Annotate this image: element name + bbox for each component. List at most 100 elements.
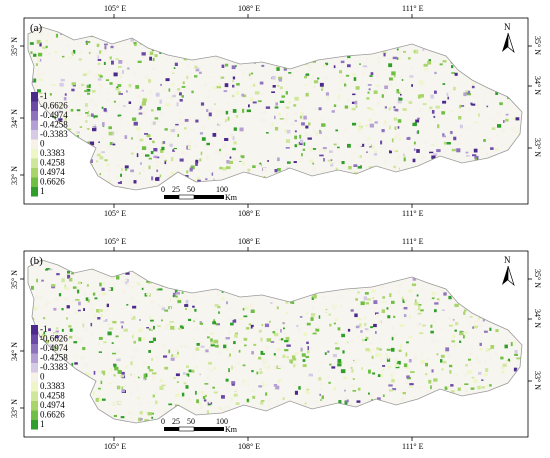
raster-pixel xyxy=(138,172,141,175)
raster-pixel xyxy=(94,126,97,129)
raster-pixel xyxy=(186,75,189,80)
raster-pixel xyxy=(241,28,246,32)
raster-pixel xyxy=(169,321,174,323)
raster-pixel xyxy=(443,38,447,42)
raster-pixel xyxy=(468,107,471,112)
raster-pixel xyxy=(302,417,306,421)
raster-pixel xyxy=(208,361,213,365)
raster-pixel xyxy=(71,272,74,275)
raster-pixel xyxy=(162,40,167,44)
raster-pixel xyxy=(191,369,195,373)
raster-pixel xyxy=(281,174,285,177)
raster-pixel xyxy=(431,155,436,159)
raster-pixel xyxy=(325,62,329,66)
raster-pixel xyxy=(99,75,103,78)
raster-pixel xyxy=(385,110,388,113)
raster-pixel xyxy=(175,123,179,126)
raster-pixel xyxy=(524,411,526,414)
raster-pixel xyxy=(338,172,342,176)
raster-pixel xyxy=(400,263,403,265)
raster-pixel xyxy=(330,159,333,161)
raster-pixel xyxy=(147,366,150,369)
raster-pixel xyxy=(159,174,162,178)
raster-pixel xyxy=(274,65,278,70)
raster-pixel xyxy=(98,387,101,390)
raster-pixel xyxy=(496,112,501,116)
raster-pixel xyxy=(244,266,246,269)
raster-pixel xyxy=(206,410,209,415)
raster-pixel xyxy=(290,261,293,265)
raster-pixel xyxy=(510,178,514,181)
raster-pixel xyxy=(157,120,162,123)
raster-pixel xyxy=(160,61,163,64)
raster-pixel xyxy=(364,328,369,331)
raster-pixel xyxy=(435,412,438,415)
raster-pixel xyxy=(405,98,409,102)
raster-pixel xyxy=(489,410,494,414)
raster-pixel xyxy=(205,349,209,353)
raster-pixel xyxy=(355,298,358,301)
raster-pixel xyxy=(141,287,144,290)
raster-pixel xyxy=(266,383,269,386)
raster-pixel xyxy=(90,50,93,53)
raster-pixel xyxy=(440,284,445,287)
raster-pixel xyxy=(506,79,509,83)
raster-pixel xyxy=(469,148,474,151)
raster-pixel xyxy=(176,297,181,301)
raster-pixel xyxy=(520,137,522,141)
raster-pixel xyxy=(79,86,83,90)
raster-pixel xyxy=(235,311,238,315)
raster-pixel xyxy=(67,128,72,131)
raster-pixel xyxy=(73,393,79,396)
raster-pixel xyxy=(259,81,264,85)
raster-pixel xyxy=(441,409,446,412)
raster-pixel xyxy=(385,352,388,357)
scale-unit: Km xyxy=(225,425,238,434)
raster-pixel xyxy=(469,274,473,278)
raster-pixel xyxy=(288,72,292,74)
raster-pixel xyxy=(240,417,243,420)
raster-pixel xyxy=(89,99,94,102)
raster-pixel xyxy=(87,114,91,117)
raster-pixel xyxy=(420,407,423,412)
raster-pixel xyxy=(478,371,482,375)
raster-pixel xyxy=(292,358,297,361)
raster-pixel xyxy=(469,362,473,367)
raster-pixel xyxy=(81,168,85,172)
raster-pixel xyxy=(519,278,522,282)
raster-pixel xyxy=(229,411,233,413)
raster-pixel xyxy=(273,365,276,370)
raster-pixel xyxy=(300,53,302,55)
raster-pixel xyxy=(496,283,501,287)
raster-pixel xyxy=(286,87,288,90)
raster-pixel xyxy=(435,105,440,109)
raster-pixel xyxy=(382,365,386,367)
raster-pixel xyxy=(310,35,315,39)
raster-pixel xyxy=(74,321,78,325)
raster-pixel xyxy=(294,144,298,148)
raster-pixel xyxy=(276,306,279,310)
raster-pixel xyxy=(88,70,93,73)
raster-pixel xyxy=(448,130,451,133)
raster-pixel xyxy=(173,48,178,51)
raster-pixel xyxy=(360,49,364,52)
raster-pixel xyxy=(279,118,284,120)
raster-pixel xyxy=(158,264,162,267)
raster-pixel xyxy=(192,305,195,308)
raster-pixel xyxy=(403,51,406,53)
raster-pixel xyxy=(282,268,285,272)
raster-pixel xyxy=(435,188,439,190)
raster-pixel xyxy=(37,72,42,75)
raster-pixel xyxy=(470,387,475,390)
raster-pixel xyxy=(35,295,39,299)
raster-pixel xyxy=(391,71,396,76)
raster-pixel xyxy=(224,142,227,146)
longitude-tick: 108° E xyxy=(238,4,260,13)
raster-pixel xyxy=(134,42,137,47)
longitude-tick: 108° E xyxy=(238,442,260,451)
raster-pixel xyxy=(410,371,415,373)
longitude-tick: 105° E xyxy=(104,4,126,13)
raster-pixel xyxy=(84,129,88,132)
raster-pixel xyxy=(493,301,498,305)
raster-pixel xyxy=(261,51,265,54)
